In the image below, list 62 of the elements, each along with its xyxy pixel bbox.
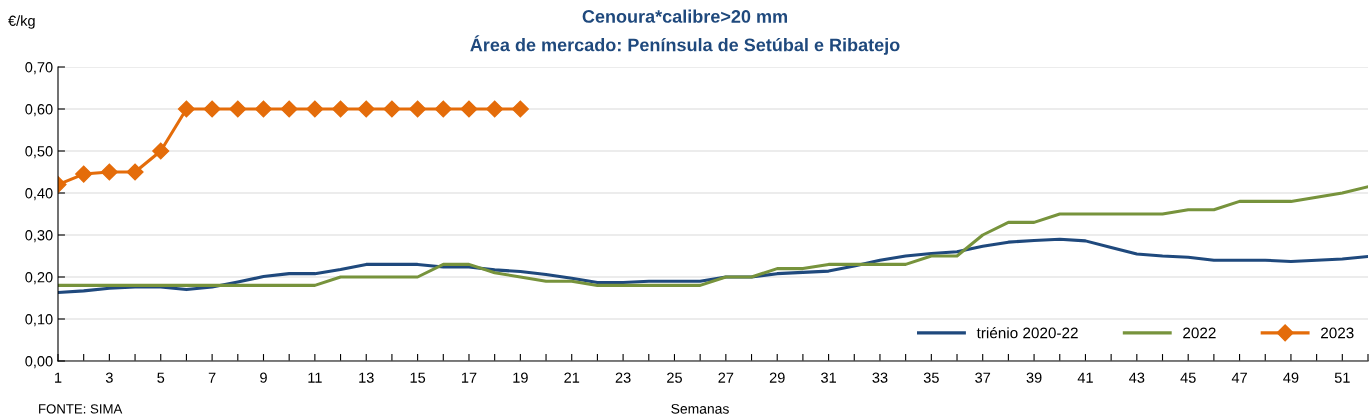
point [511, 100, 529, 118]
point [383, 100, 401, 118]
source-note: FONTE: SIMA [39, 404, 123, 414]
y-axis-title: €/kg [8, 15, 35, 29]
x-tick-label: 37 [975, 372, 991, 383]
point [254, 100, 273, 118]
x-tick-label: 51 [1334, 372, 1350, 383]
x-tick-label: 35 [923, 372, 939, 383]
x-tick-label: 31 [821, 372, 836, 383]
x-tick-label: 5 [157, 372, 165, 383]
legend-label: 2023 [1321, 327, 1354, 339]
x-tick-label: 33 [872, 372, 888, 383]
y-tick-label: 0,10 [25, 314, 53, 327]
legend-label: 2022 [1183, 327, 1216, 339]
x-tick-label: 13 [359, 372, 374, 383]
x-tick-label: 25 [667, 372, 682, 383]
point [280, 100, 298, 118]
point [409, 100, 427, 118]
point [100, 163, 118, 181]
point [177, 100, 195, 118]
point [126, 163, 144, 181]
x-tick-label: 29 [769, 372, 785, 383]
x-tick-label: 9 [260, 372, 267, 383]
point [434, 100, 452, 118]
point [203, 100, 221, 118]
y-tick-label: 0,50 [25, 146, 53, 159]
x-tick-label: 17 [461, 372, 477, 383]
point [152, 142, 170, 160]
x-tick-label: 47 [1231, 372, 1247, 383]
x-tick-label: 19 [513, 372, 528, 383]
y-tick-label: 0,30 [25, 230, 53, 243]
line-series [58, 185, 1368, 287]
y-tick-label: 0,70 [25, 62, 53, 75]
point [357, 100, 375, 118]
y-tick-label: 0,60 [25, 104, 53, 117]
point [460, 100, 478, 118]
y-tick-label: 0,00 [25, 356, 53, 369]
point [306, 100, 324, 118]
x-tick-label: 1 [55, 372, 62, 383]
x-tick-label: 45 [1180, 372, 1196, 383]
x-tick-label: 7 [208, 372, 216, 383]
y-tick-label: 0,20 [25, 272, 53, 285]
chart-subtitle: Área de mercado: Península de Setúbal e Ribatejo [470, 35, 900, 55]
point [229, 100, 247, 118]
point [75, 165, 93, 183]
x-tick-label: 23 [615, 372, 631, 383]
point [331, 100, 350, 118]
chart-title: Cenoura*calibre>20 mm [582, 9, 787, 23]
y-tick-label: 0,40 [25, 188, 53, 201]
x-tick-label: 27 [718, 372, 734, 383]
x-axis-title: Semanas [671, 403, 729, 414]
x-tick-label: 21 [564, 372, 580, 383]
x-tick-label: 11 [308, 372, 322, 383]
legend-label: triénio 2020-22 [976, 326, 1078, 339]
point [486, 100, 504, 118]
x-tick-label: 3 [105, 372, 113, 383]
x-tick-label: 15 [410, 372, 426, 383]
line-series [58, 237, 1368, 295]
x-tick-label: 39 [1026, 372, 1042, 383]
x-tick-label: 49 [1283, 372, 1299, 383]
x-tick-label: 41 [1077, 372, 1093, 383]
x-tick-label: 43 [1129, 372, 1145, 383]
